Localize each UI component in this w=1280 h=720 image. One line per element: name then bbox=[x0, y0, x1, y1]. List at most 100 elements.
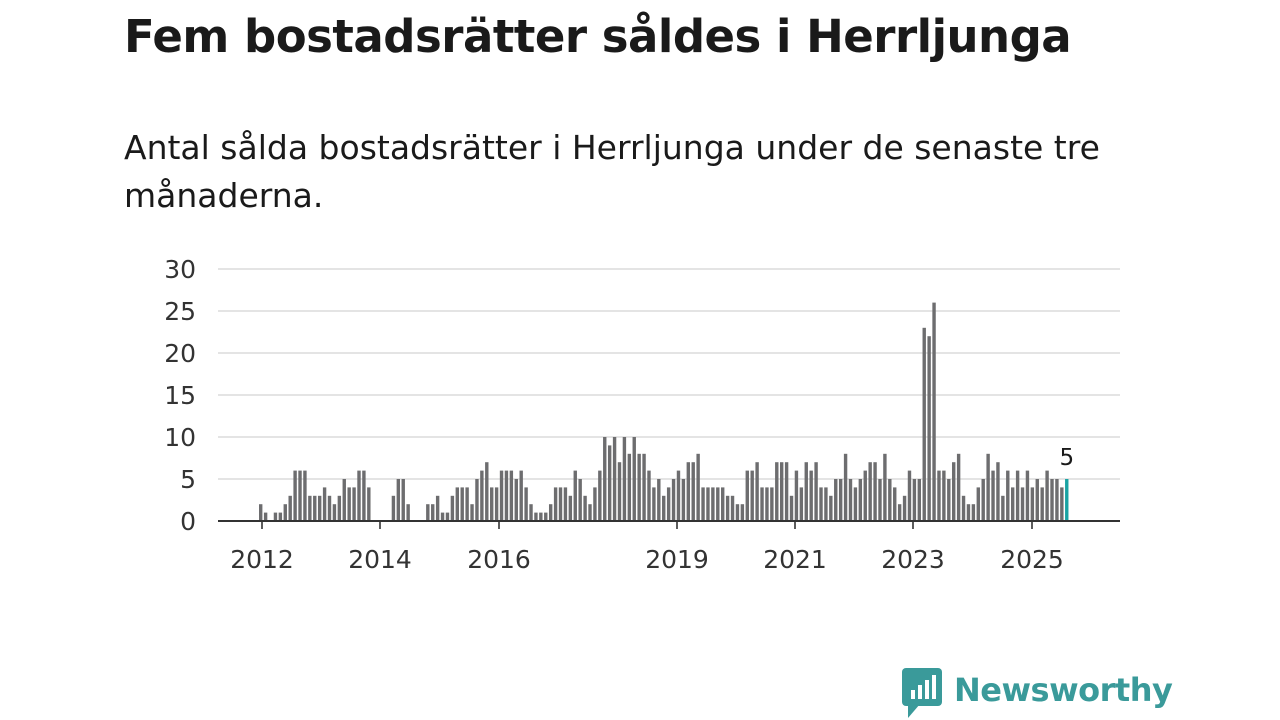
bar bbox=[499, 470, 504, 521]
bar bbox=[721, 487, 725, 521]
bar bbox=[583, 495, 587, 521]
bar bbox=[922, 327, 926, 521]
bar bbox=[332, 504, 337, 521]
bar bbox=[637, 453, 641, 521]
bar bbox=[435, 495, 440, 521]
bar bbox=[632, 437, 636, 521]
annotations: 5 bbox=[1059, 445, 1074, 471]
bar bbox=[662, 495, 666, 521]
bar bbox=[563, 487, 568, 521]
bar bbox=[1025, 470, 1030, 521]
bar bbox=[519, 470, 523, 521]
bar bbox=[932, 302, 936, 521]
y-tick-label: 5 bbox=[180, 465, 196, 494]
y-tick-label: 20 bbox=[164, 339, 196, 368]
bar bbox=[888, 479, 892, 521]
bar bbox=[455, 487, 459, 521]
x-tick-label: 2021 bbox=[763, 545, 827, 574]
bar bbox=[367, 487, 371, 521]
bar bbox=[1040, 487, 1044, 521]
bar bbox=[711, 487, 715, 521]
bar bbox=[1001, 495, 1005, 521]
bar bbox=[1006, 470, 1010, 521]
bar bbox=[509, 470, 514, 521]
bar bbox=[298, 470, 302, 521]
bar bbox=[996, 462, 1000, 521]
bar bbox=[288, 495, 292, 521]
bar bbox=[553, 487, 558, 521]
x-tick-label: 2023 bbox=[881, 545, 945, 574]
bar bbox=[809, 470, 813, 521]
bar bbox=[971, 504, 976, 521]
bar bbox=[735, 504, 740, 521]
bar bbox=[986, 453, 990, 521]
bar bbox=[760, 487, 764, 521]
bar bbox=[322, 487, 327, 521]
bar bbox=[819, 487, 823, 521]
bar bbox=[573, 470, 577, 521]
bar bbox=[396, 479, 401, 521]
bar bbox=[676, 470, 681, 521]
y-tick-label: 25 bbox=[164, 297, 196, 326]
bar bbox=[431, 504, 435, 521]
bar bbox=[465, 487, 469, 521]
bar bbox=[947, 479, 951, 521]
y-tick-label: 15 bbox=[164, 381, 196, 410]
bar bbox=[357, 470, 361, 521]
bar bbox=[470, 504, 474, 521]
bar bbox=[730, 495, 735, 521]
bar bbox=[283, 504, 287, 521]
bar bbox=[642, 453, 646, 521]
bar bbox=[539, 512, 543, 521]
bar bbox=[617, 462, 622, 521]
bar bbox=[406, 504, 410, 521]
bar bbox=[622, 437, 627, 521]
bar bbox=[956, 453, 961, 521]
bar bbox=[593, 487, 597, 521]
y-axis-labels: 0 5 10 15 20 25 30 bbox=[164, 255, 196, 536]
bar bbox=[1045, 470, 1049, 521]
bar bbox=[863, 470, 867, 521]
bar bbox=[666, 487, 671, 521]
bar bbox=[303, 470, 307, 521]
last-value-label: 5 bbox=[1059, 445, 1074, 471]
bar bbox=[775, 462, 779, 521]
bar bbox=[647, 470, 651, 521]
bar bbox=[485, 462, 489, 521]
bar bbox=[440, 512, 445, 521]
bar bbox=[1050, 479, 1054, 521]
bar bbox=[263, 512, 268, 521]
y-tick-label: 10 bbox=[164, 423, 196, 452]
bar bbox=[657, 479, 661, 521]
bar bbox=[293, 470, 297, 521]
x-tick-label: 2025 bbox=[1000, 545, 1064, 574]
bar bbox=[824, 487, 828, 521]
bar bbox=[691, 462, 695, 521]
bar bbox=[273, 512, 278, 521]
bar bbox=[445, 512, 450, 521]
bar bbox=[1010, 487, 1015, 521]
y-tick-label: 30 bbox=[164, 255, 196, 284]
bar bbox=[475, 479, 479, 521]
bar bbox=[725, 495, 730, 521]
bar bbox=[504, 470, 509, 521]
grid-lines bbox=[218, 268, 1120, 480]
bar bbox=[897, 504, 902, 521]
bar bbox=[829, 495, 833, 521]
bar bbox=[337, 495, 342, 521]
bar bbox=[966, 504, 971, 521]
bar bbox=[558, 487, 563, 521]
bar bbox=[937, 470, 941, 521]
bar bbox=[873, 462, 877, 521]
chart-subtitle: Antal sålda bostadsrätter i Herrljunga u… bbox=[124, 128, 1100, 215]
bar bbox=[843, 453, 848, 521]
bar bbox=[671, 479, 676, 521]
bar-highlight bbox=[1065, 479, 1069, 521]
bar bbox=[853, 487, 858, 521]
bar bbox=[494, 487, 499, 521]
newsworthy-logo: Newsworthy bbox=[902, 668, 1173, 720]
bar bbox=[548, 504, 553, 521]
bar bbox=[799, 487, 804, 521]
bar bbox=[770, 487, 774, 521]
bar bbox=[362, 470, 366, 521]
